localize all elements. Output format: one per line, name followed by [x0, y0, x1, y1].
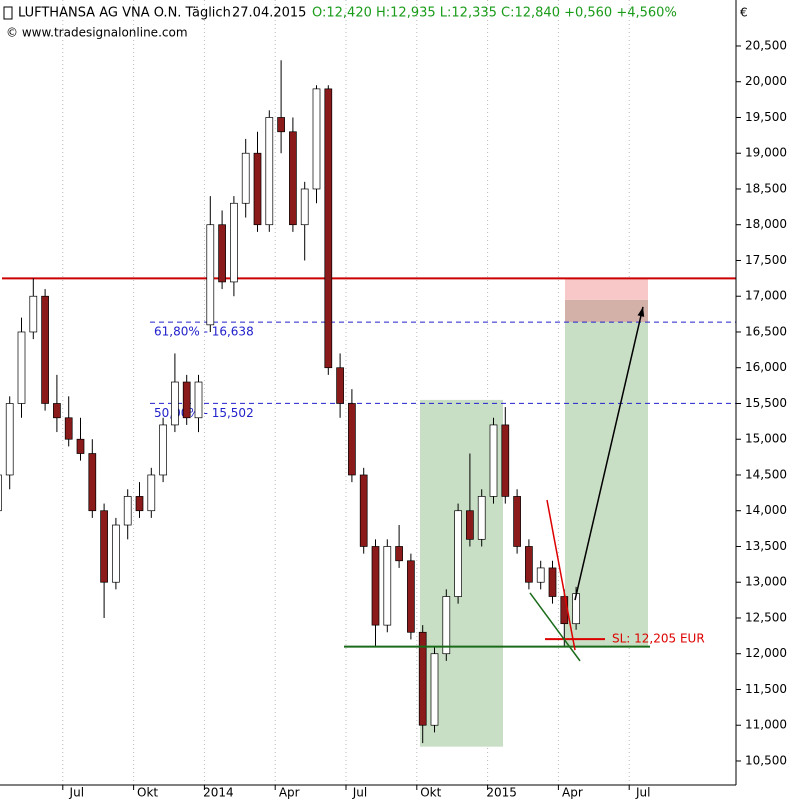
date: 27.04.2015 [232, 6, 306, 21]
target-zone-brown [565, 299, 648, 322]
y-tick-label: 15,500 [745, 396, 787, 410]
y-tick-label: 18,500 [745, 181, 787, 195]
candle-body [206, 224, 215, 326]
candle-body [41, 295, 49, 404]
candle-body [489, 424, 498, 497]
y-tick-label: 16,000 [745, 360, 787, 374]
icon [3, 6, 13, 20]
candle-body [253, 152, 262, 226]
x-tick-label: Jul [352, 786, 367, 800]
x-tick-label: Apr [279, 786, 300, 800]
y-tick-label: 10,500 [745, 753, 787, 767]
candle-body [300, 188, 309, 226]
plot: 61,80% - 16,638 50,00% - 15,502 SL: 12,205… [0, 0, 736, 785]
arrow-head [637, 306, 645, 317]
x-tick-label: 2015 [486, 786, 517, 800]
y-tick-label: 12,000 [745, 646, 787, 660]
candle-body [230, 202, 238, 283]
candle-body [112, 524, 120, 583]
fib-label: 61,80% - 16,638 [154, 325, 254, 339]
candle-body [383, 546, 392, 626]
candle-body [548, 567, 557, 597]
y-tick-label: 15,000 [745, 432, 787, 446]
quote: O:12,420 H:12,935 L:12,335 C:12,840 +0,5… [312, 6, 677, 21]
candle-body [359, 474, 368, 547]
candle-body [525, 546, 533, 583]
candle-body [477, 496, 486, 540]
candle-body [371, 546, 380, 626]
source: © www.tradesignalonline.com [6, 26, 188, 40]
candle-body [194, 381, 203, 419]
candle-body [147, 474, 156, 512]
fib-label: 50,00% - 15,502 [154, 406, 254, 420]
y-tick-label: 20,000 [745, 74, 787, 88]
x-tick-label: Jul [69, 786, 84, 800]
candle-body [182, 381, 191, 419]
candle-body [277, 117, 285, 133]
candle-body [159, 424, 167, 476]
candle-body [430, 653, 439, 726]
x-tick-label: Jul [635, 786, 650, 800]
candle-body [5, 403, 14, 476]
candle-body [123, 496, 132, 526]
trend-green [529, 592, 581, 662]
candle-body [348, 403, 356, 476]
candle-body [442, 596, 451, 655]
target-zone-green [565, 321, 648, 647]
candle-body [17, 331, 26, 404]
x-tick-label: 2014 [203, 786, 234, 800]
candle-body [265, 117, 274, 226]
candle-body [135, 496, 144, 512]
trend-red [546, 499, 576, 651]
y-tick-label: 17,500 [745, 253, 787, 267]
y-tick-label: 14,500 [745, 467, 787, 481]
candle-body [418, 631, 427, 726]
currency: € [740, 6, 748, 20]
y-tick-label: 19,000 [745, 146, 787, 160]
candle-body [501, 424, 510, 497]
chart-title: LUFTHANSA AG VNA O.N. Täglich [18, 6, 231, 21]
candle-body [100, 510, 108, 583]
target-zone-pink [565, 278, 648, 300]
y-tick-label: 12,500 [745, 610, 787, 624]
candle-body [536, 567, 545, 583]
candle-body [312, 88, 321, 190]
arrow [574, 306, 644, 601]
candle-body [88, 453, 97, 512]
candle-body [241, 152, 250, 204]
x-tick-label: Okt [420, 786, 441, 800]
candle-body [171, 381, 179, 426]
candle-body [395, 546, 403, 562]
candle-body [336, 367, 344, 404]
candle-body [29, 295, 38, 333]
x-tick-label: Apr [562, 786, 583, 800]
y-tick-label: 17,000 [745, 289, 787, 303]
stop-loss-label: SL: 12,205 EUR [612, 632, 705, 646]
y-tick-label: 16,500 [745, 324, 787, 338]
y-tick-label: 13,500 [745, 539, 787, 553]
candle-body [407, 560, 415, 633]
y-tick-label: 18,000 [745, 217, 787, 231]
x-tick-label: Okt [137, 786, 158, 800]
candle-body [454, 510, 462, 597]
candle-body [324, 88, 333, 369]
candle-body [218, 224, 226, 283]
y-tick-label: 20,500 [745, 38, 787, 52]
candle-body [64, 417, 73, 440]
y-tick-label: 11,500 [745, 682, 787, 696]
candle-body [513, 496, 521, 547]
y-tick-label: 19,500 [745, 110, 787, 124]
candle-body [560, 596, 569, 625]
candle-body [289, 131, 297, 226]
y-tick-label: 11,000 [745, 718, 787, 732]
candle-body [466, 510, 474, 540]
candle-body [0, 474, 2, 512]
candle-body [76, 438, 85, 454]
candle-body [53, 403, 61, 419]
y-tick-label: 14,000 [745, 503, 787, 517]
y-tick-label: 13,000 [745, 575, 787, 589]
